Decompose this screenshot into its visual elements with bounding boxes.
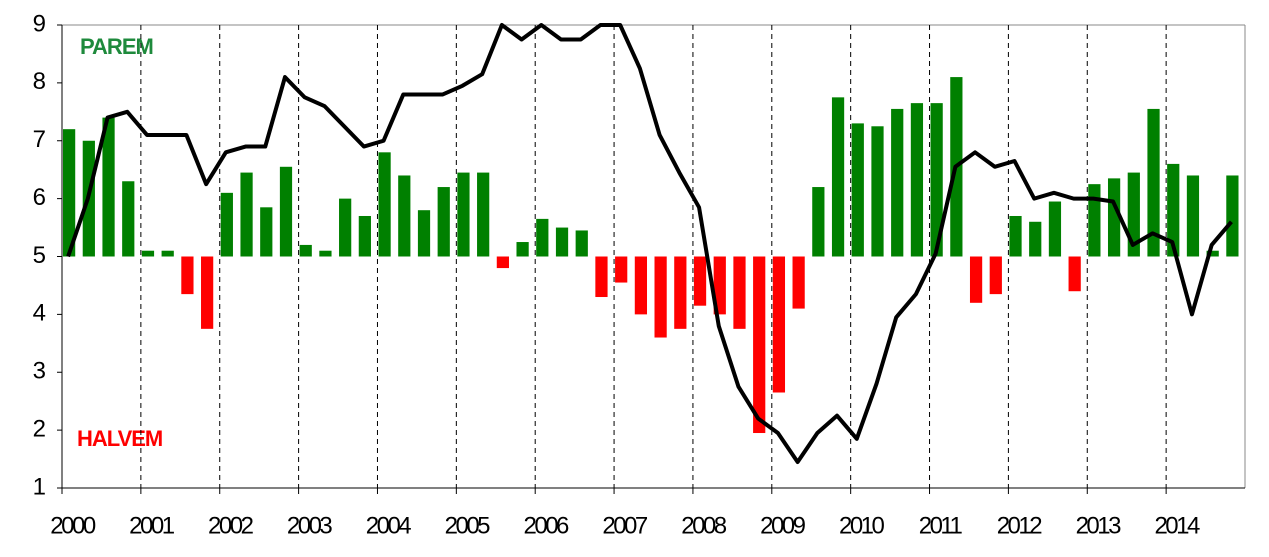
bar: [63, 129, 76, 257]
bar: [674, 256, 687, 329]
bar: [772, 256, 786, 393]
x-tick-label: 2001: [129, 512, 175, 539]
bar: [831, 97, 845, 257]
bar: [792, 256, 805, 309]
bar: [496, 256, 509, 269]
bar: [1029, 221, 1042, 257]
bar: [595, 256, 608, 298]
bar: [122, 181, 135, 257]
bar: [1088, 184, 1101, 257]
bar: [477, 172, 490, 257]
bar: [654, 256, 667, 338]
bar: [753, 256, 766, 434]
y-tick-label: 4: [33, 300, 46, 327]
bar: [1147, 108, 1160, 257]
bar: [693, 256, 707, 306]
bar: [910, 103, 924, 257]
bar: [615, 256, 628, 283]
y-tick-label: 1: [33, 473, 46, 500]
x-tick-label: 2005: [445, 512, 491, 539]
x-tick-label: 2014: [1154, 512, 1200, 539]
x-tick-label: 2006: [524, 512, 570, 539]
annotation-above: PAREM: [80, 34, 153, 59]
x-tick-label: 2012: [997, 512, 1043, 539]
bar: [339, 198, 352, 257]
x-tick-label: 2013: [1076, 512, 1122, 539]
bar: [536, 218, 549, 257]
bar: [1107, 178, 1121, 257]
x-tick-label: 2004: [366, 512, 412, 539]
bar: [891, 108, 904, 257]
x-tick-label: 2008: [681, 512, 727, 539]
x-tick-label: 2002: [208, 512, 254, 539]
bar: [1048, 201, 1062, 257]
y-tick-label: 9: [33, 10, 46, 37]
bar: [516, 242, 529, 257]
bar: [319, 250, 332, 257]
y-tick-label: 2: [33, 415, 46, 442]
bar: [161, 250, 174, 257]
bar: [299, 244, 312, 257]
bar: [201, 256, 214, 329]
bar: [733, 256, 746, 329]
bar: [181, 256, 194, 295]
bar: [851, 123, 864, 257]
bar: [575, 230, 588, 257]
x-tick-label: 2011: [919, 512, 963, 539]
x-tick-label: 2010: [839, 512, 885, 539]
x-tick-label: 2009: [760, 512, 806, 539]
bar: [713, 256, 726, 315]
x-tick-label: 2000: [50, 512, 96, 539]
bar: [358, 215, 371, 257]
bar: [398, 175, 411, 257]
bar: [437, 187, 450, 257]
y-tick-label: 5: [33, 242, 46, 269]
bar: [279, 166, 293, 257]
bar: [812, 187, 825, 257]
annotation-below: HALVEM: [77, 426, 162, 451]
x-tick-label: 2003: [287, 512, 333, 539]
bar: [969, 256, 983, 303]
bar: [378, 152, 391, 257]
y-tick-label: 8: [33, 68, 46, 95]
bar: [1186, 175, 1200, 257]
bar: [989, 256, 1002, 295]
bar: [1068, 256, 1081, 292]
bar: [1127, 172, 1140, 257]
bar: [141, 250, 155, 257]
bar: [457, 172, 470, 257]
y-tick-label: 6: [33, 184, 46, 211]
bar: [930, 103, 943, 257]
bar: [1226, 175, 1239, 257]
y-tick-label: 7: [33, 126, 46, 153]
bar: [555, 227, 569, 257]
bar: [220, 192, 233, 257]
bar: [240, 172, 253, 257]
bar: [634, 256, 648, 315]
x-tick-label: 2007: [602, 512, 648, 539]
bar: [102, 117, 115, 257]
line-series: [66, 23, 1233, 464]
bar: [1009, 215, 1022, 257]
bar: [417, 210, 431, 257]
bar: [1167, 163, 1180, 257]
bar: [1206, 250, 1219, 257]
bar: [871, 126, 884, 257]
bar: [260, 207, 273, 257]
y-tick-label: 3: [33, 358, 46, 385]
